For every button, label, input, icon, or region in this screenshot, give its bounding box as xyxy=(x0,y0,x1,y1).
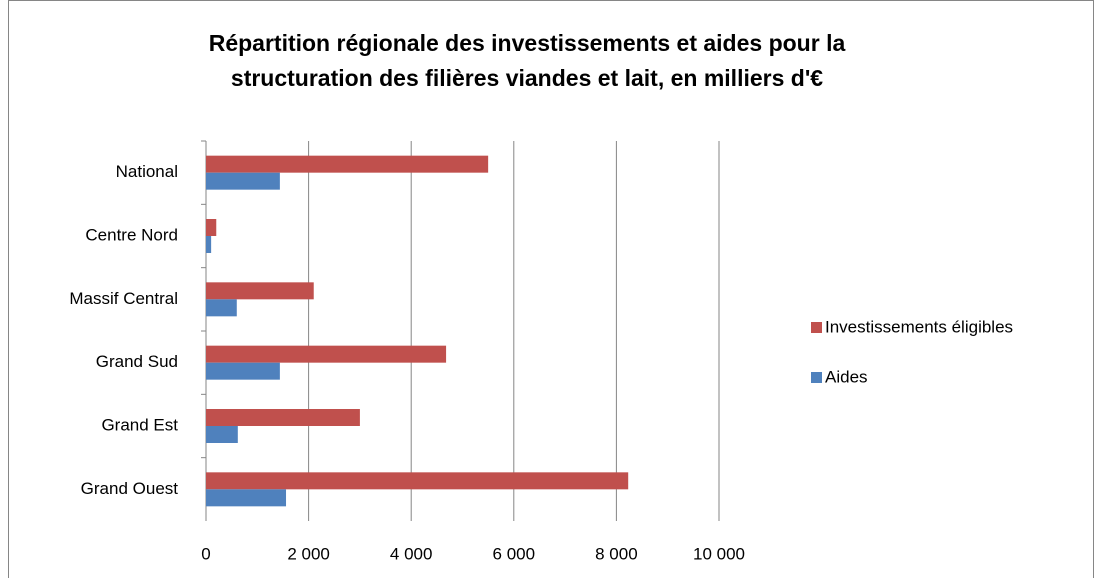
legend-swatch xyxy=(811,372,822,383)
x-tick-label: 4 000 xyxy=(390,544,433,563)
x-tick-label: 10 000 xyxy=(693,544,745,563)
legend-label: Investissements éligibles xyxy=(825,317,1013,336)
y-tick-label: Massif Central xyxy=(69,289,178,308)
legend-label: Aides xyxy=(825,367,868,386)
bar xyxy=(206,236,212,253)
y-tick-label: Grand Est xyxy=(101,415,178,434)
bar xyxy=(206,472,629,490)
x-tick-label: 2 000 xyxy=(287,544,330,563)
legend-swatch xyxy=(811,322,822,333)
y-tick-label: Grand Ouest xyxy=(81,479,179,498)
bar xyxy=(206,155,489,173)
y-tick-label: Centre Nord xyxy=(85,225,178,244)
chart-title: Répartition régionale des investissement… xyxy=(209,30,846,56)
bar xyxy=(206,282,314,300)
y-tick-label: National xyxy=(116,162,178,181)
x-tick-label: 6 000 xyxy=(493,544,536,563)
bar xyxy=(206,299,237,317)
bar xyxy=(206,426,238,443)
bar xyxy=(206,409,360,426)
y-tick-label: Grand Sud xyxy=(96,352,178,371)
x-tick-label: 8 000 xyxy=(595,544,638,563)
bar xyxy=(206,345,447,363)
bar xyxy=(206,489,287,507)
chart-title: structuration des filières viandes et la… xyxy=(231,65,823,91)
bar xyxy=(206,362,280,380)
bar xyxy=(206,219,217,236)
bar xyxy=(206,172,280,190)
x-tick-label: 0 xyxy=(201,544,210,563)
